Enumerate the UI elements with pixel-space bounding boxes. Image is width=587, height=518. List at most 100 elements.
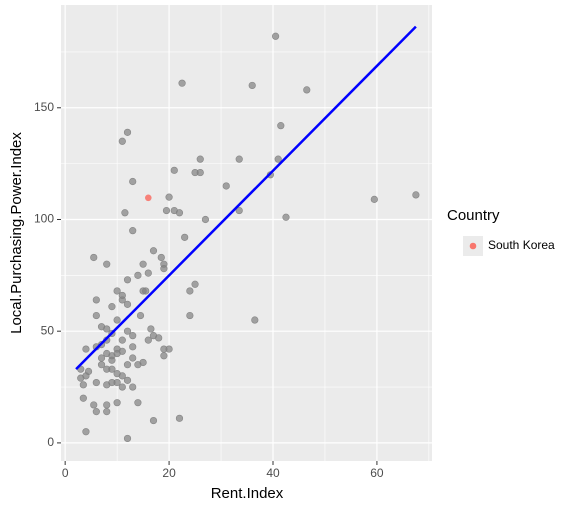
point [129,383,137,391]
point [103,408,111,416]
legend-title: Country [447,207,500,224]
point [149,416,158,425]
point [103,260,111,268]
x-tick-label: 20 [162,466,176,480]
point [103,401,111,409]
point [92,296,100,304]
x-tick-label: 0 [62,466,69,480]
point [103,325,111,333]
point [235,206,243,215]
point [155,334,163,342]
point [147,325,155,333]
point [92,408,100,416]
x-tick-label: 60 [370,466,384,480]
point [175,209,184,217]
point [165,345,173,353]
point [129,354,137,362]
fit-line [75,25,417,371]
point [118,383,126,391]
x-tick-label: 40 [266,466,280,480]
x-axis-title: Rent.Index [211,485,284,502]
point [82,428,90,436]
point [123,300,132,308]
point [121,209,129,217]
point [92,311,100,320]
y-tick-label: 50 [41,323,55,337]
point [139,358,147,367]
point [170,166,178,174]
point [123,434,132,443]
point [118,137,126,145]
highlight-point [144,194,152,202]
point [186,287,194,295]
point [412,191,420,199]
point [134,399,142,407]
point [113,316,121,324]
point [97,354,106,362]
point [123,128,132,136]
point [97,361,106,369]
point [134,271,142,279]
point [178,79,186,87]
point [186,311,194,320]
point [196,155,204,163]
point [129,343,137,351]
point [149,247,158,255]
point [196,168,204,177]
point [282,213,290,221]
point [129,177,137,186]
point [123,376,132,384]
point [160,265,168,273]
y-axis-title: Local.Purchasing.Power.Index [8,132,25,334]
y-tick-label: 0 [47,435,54,449]
point [90,401,98,409]
point [160,352,168,360]
point [79,394,87,402]
point [92,378,100,387]
point [142,287,150,295]
point [108,356,116,364]
point [136,311,145,320]
point [175,414,184,422]
point [108,303,116,311]
point [274,155,282,163]
y-tick-label: 100 [34,212,54,226]
point [235,155,243,163]
point [113,287,121,295]
point [90,253,98,262]
point [118,347,126,355]
point [129,227,137,235]
point [82,345,90,353]
point [157,253,165,262]
point [277,122,285,130]
point [248,81,256,90]
point [271,32,280,40]
y-tick-label: 150 [34,100,54,114]
point [129,332,137,340]
point [108,365,116,373]
point [303,86,311,94]
point [181,233,189,241]
point [165,193,173,201]
point [139,260,147,268]
legend-label: South Korea [488,238,555,252]
point [79,381,87,389]
point [82,372,90,380]
legend-swatch [469,242,477,250]
point [118,372,126,380]
point [222,182,230,190]
point [201,215,210,224]
point [162,206,171,215]
point [370,195,378,203]
point [123,327,132,335]
point [144,336,152,344]
point [144,269,152,277]
point [191,280,199,288]
point [123,361,132,369]
point [251,316,259,324]
point [118,336,126,344]
point [118,291,126,300]
point [113,399,121,407]
point [123,276,132,284]
